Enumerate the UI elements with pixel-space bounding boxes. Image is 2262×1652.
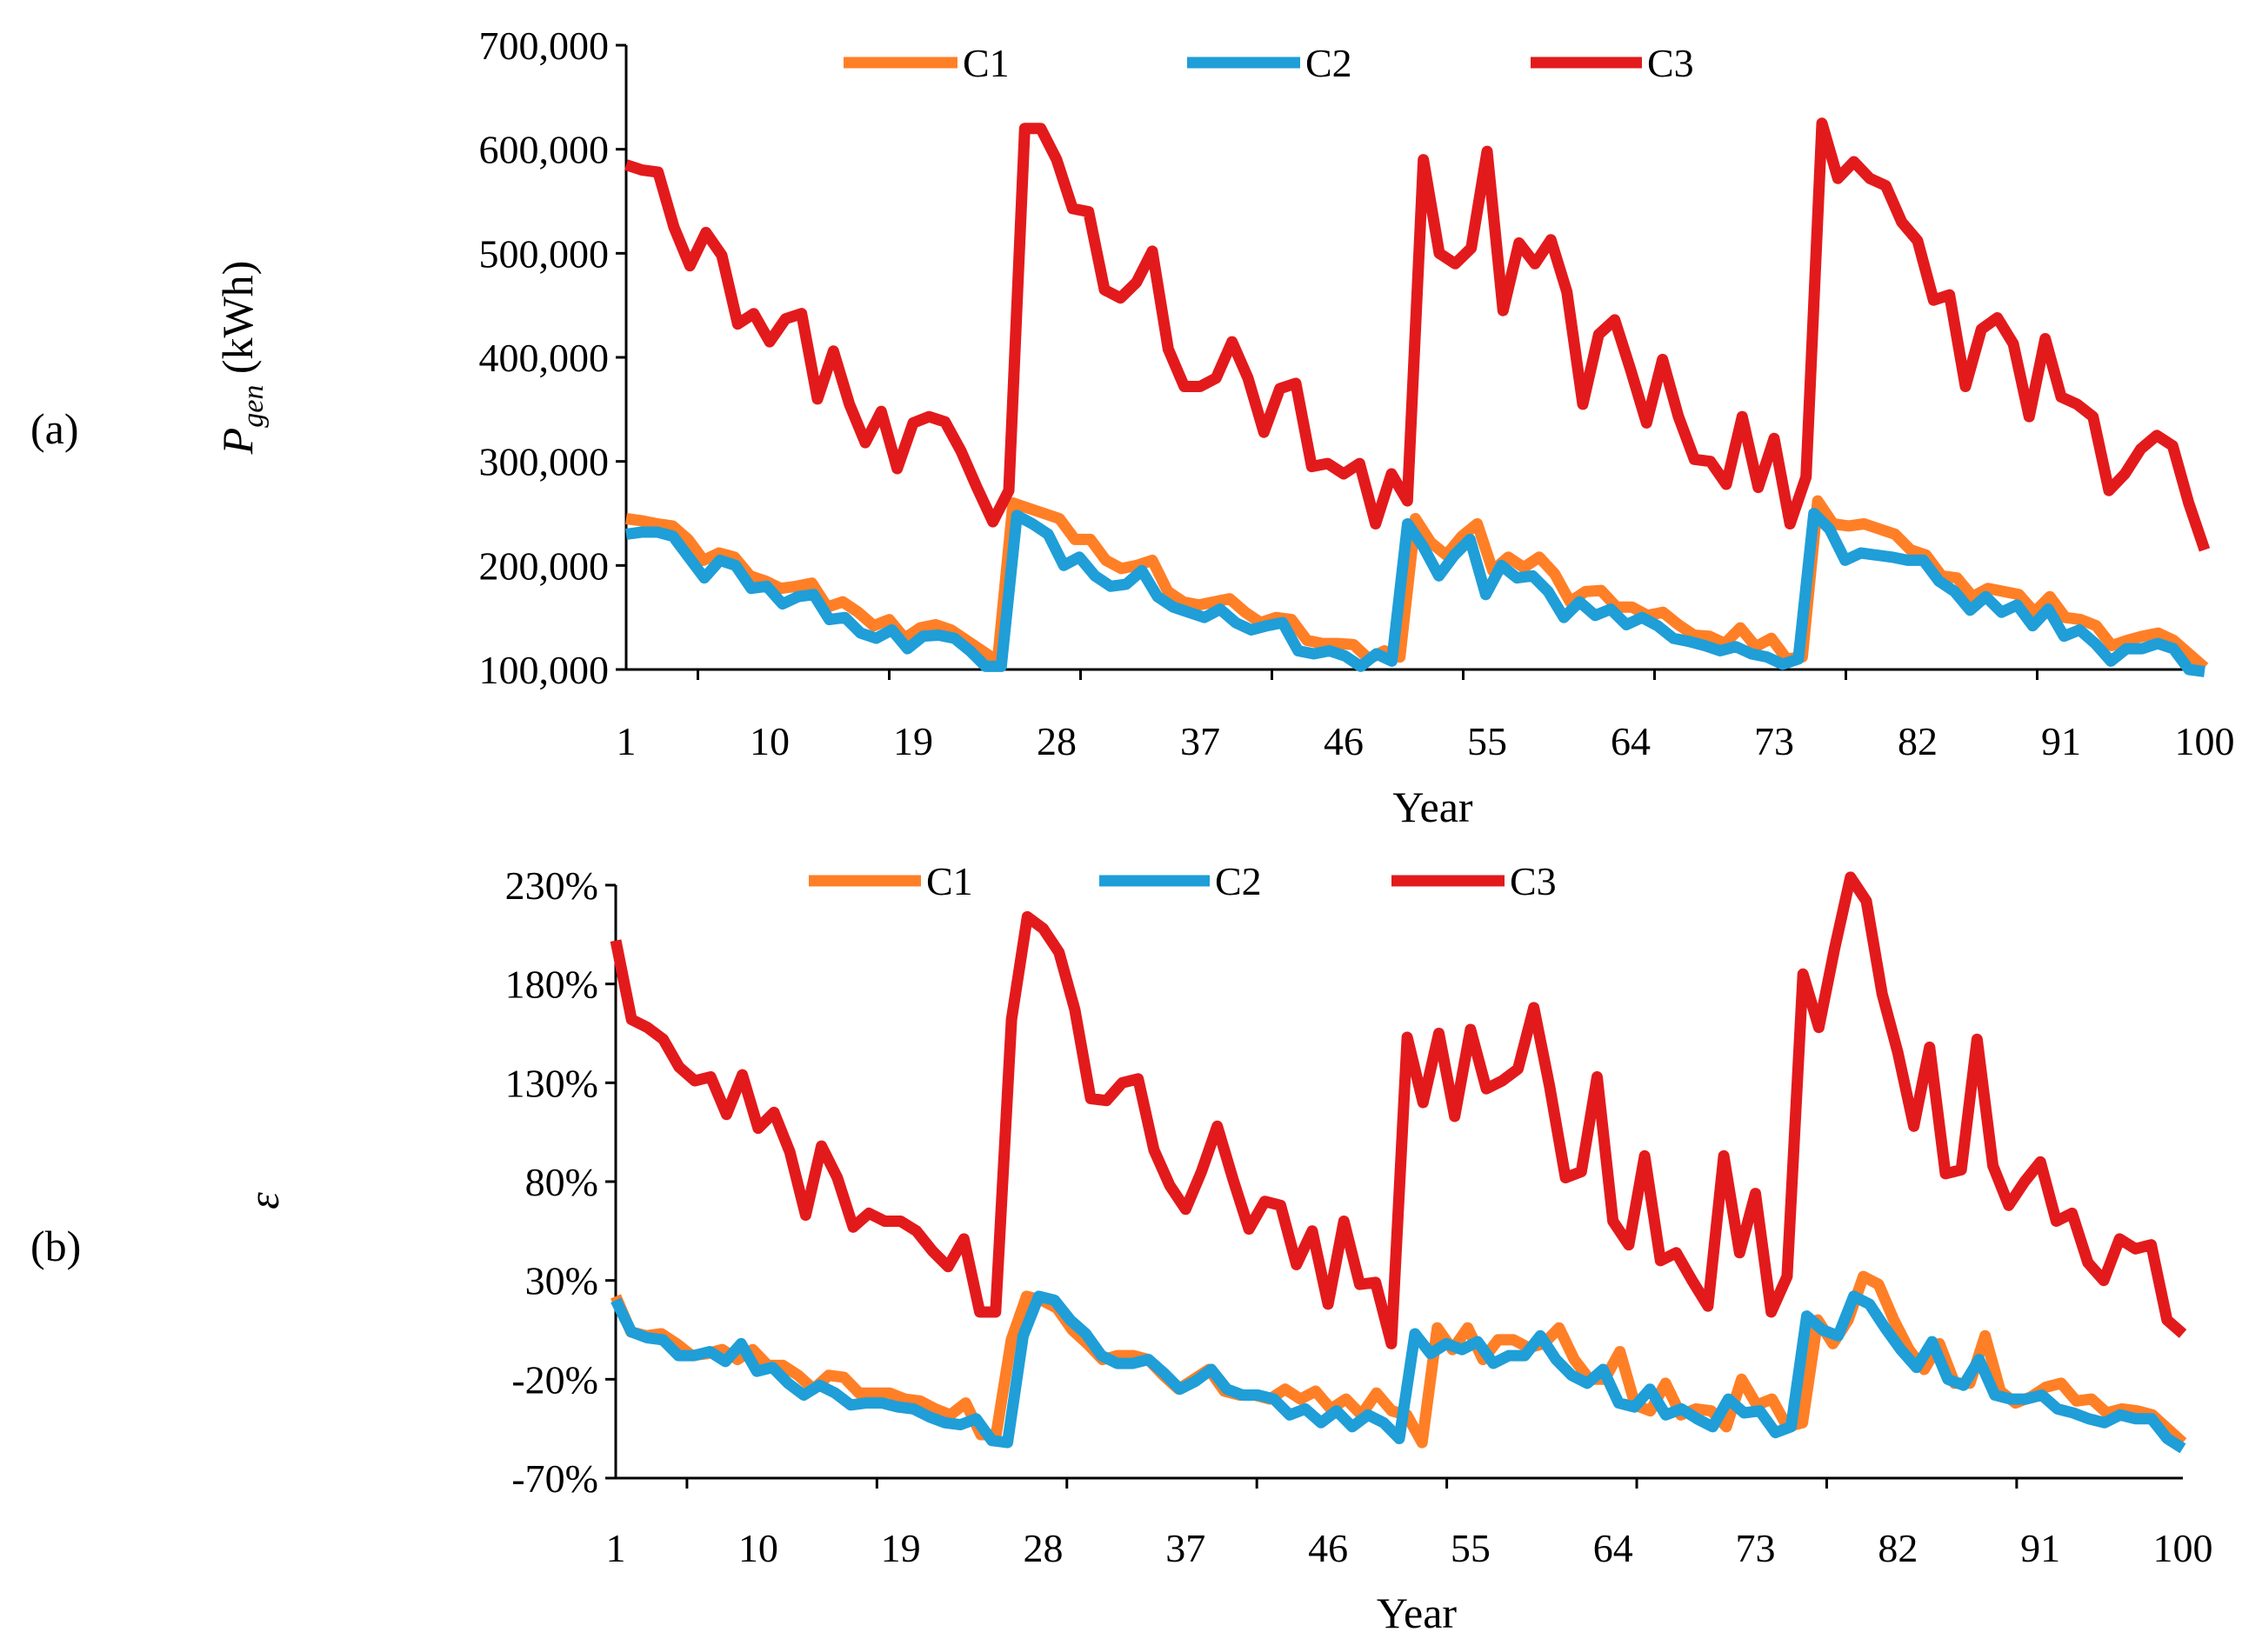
y-tick-label: 400,000 xyxy=(479,336,610,380)
legend-label-c2: C2 xyxy=(1215,859,1262,903)
y-axis-title: Pgen (kWh) xyxy=(213,261,270,456)
y-tick-label: 130% xyxy=(505,1061,598,1105)
x-tick-label: 100 xyxy=(2153,1526,2213,1570)
legend-label-c1: C1 xyxy=(926,859,973,903)
y-tick-label: 30% xyxy=(525,1259,598,1303)
panel-b: (b) ε -70% -20% 30% 80% 130% 180% 230% 1 10 19 28 37 4… xyxy=(30,859,2213,1637)
y-tick-label: 230% xyxy=(505,863,598,908)
legend-label-c2: C2 xyxy=(1305,41,1352,85)
y-tick-label: -20% xyxy=(511,1357,598,1402)
x-tick-label: 64 xyxy=(1611,719,1651,763)
x-tick-label: 28 xyxy=(1037,719,1077,763)
x-axis-title: Year xyxy=(1392,783,1472,831)
x-axis-title: Year xyxy=(1377,1589,1457,1637)
legend-label-c3: C3 xyxy=(1510,859,1557,903)
y-axis-title: ε xyxy=(239,1192,288,1209)
x-tick-label: 73 xyxy=(1754,719,1794,763)
x-tick-label: 55 xyxy=(1451,1526,1491,1570)
x-tick-label: 28 xyxy=(1023,1526,1063,1570)
x-tick-label: 1 xyxy=(606,1526,626,1570)
y-tick-label: 700,000 xyxy=(479,23,610,68)
y-axis-title-unit: (kWh) xyxy=(213,261,262,385)
x-tick-label: 37 xyxy=(1165,1526,1205,1570)
y-tick-label: 200,000 xyxy=(479,543,610,588)
legend: C1 C2 C3 xyxy=(844,41,1694,85)
x-tick-label: 19 xyxy=(893,719,933,763)
y-tick-label: 100,000 xyxy=(479,648,610,692)
y-tick-label: 600,000 xyxy=(479,128,610,172)
x-tick-label: 10 xyxy=(750,719,790,763)
x-tick-label: 91 xyxy=(2041,719,2081,763)
x-tick-label: 10 xyxy=(738,1526,778,1570)
y-tick-label: -70% xyxy=(511,1456,598,1501)
y-tick-label: 500,000 xyxy=(479,231,610,276)
panel-label: (b) xyxy=(30,1222,81,1270)
x-tick-label: 64 xyxy=(1593,1526,1633,1570)
x-tick-label: 46 xyxy=(1308,1526,1348,1570)
series-line-c2 xyxy=(611,1290,2186,1454)
legend-label-c3: C3 xyxy=(1647,41,1694,85)
x-tick-label: 1 xyxy=(617,719,637,763)
x-tick-label: 73 xyxy=(1736,1526,1776,1570)
legend-label-c1: C1 xyxy=(963,41,1010,85)
panel-label: (a) xyxy=(30,404,79,453)
x-tick-label: 19 xyxy=(881,1526,921,1570)
series-line-c3 xyxy=(624,117,2211,552)
x-tick-label: 55 xyxy=(1467,719,1507,763)
panel-a: (a) Pgen (kWh) 100,000 200,000 300,000 400,00… xyxy=(30,23,2235,831)
series-line-c3 xyxy=(610,871,2187,1349)
y-axis-title-symbol: P xyxy=(213,428,262,456)
x-tick-label: 100 xyxy=(2175,719,2235,763)
legend: C1 C2 C3 xyxy=(809,859,1557,903)
x-tick-label: 82 xyxy=(1878,1526,1918,1570)
x-tick-label: 46 xyxy=(1324,719,1364,763)
y-tick-label: 80% xyxy=(525,1160,598,1204)
series-line-c2 xyxy=(625,508,2205,677)
y-axis-title-subscript: gen xyxy=(237,385,270,428)
y-tick-label: 180% xyxy=(505,963,598,1007)
x-tick-label: 82 xyxy=(1898,719,1938,763)
x-tick-label: 91 xyxy=(2020,1526,2060,1570)
y-tick-label: 300,000 xyxy=(479,440,610,484)
x-tick-label: 37 xyxy=(1180,719,1220,763)
